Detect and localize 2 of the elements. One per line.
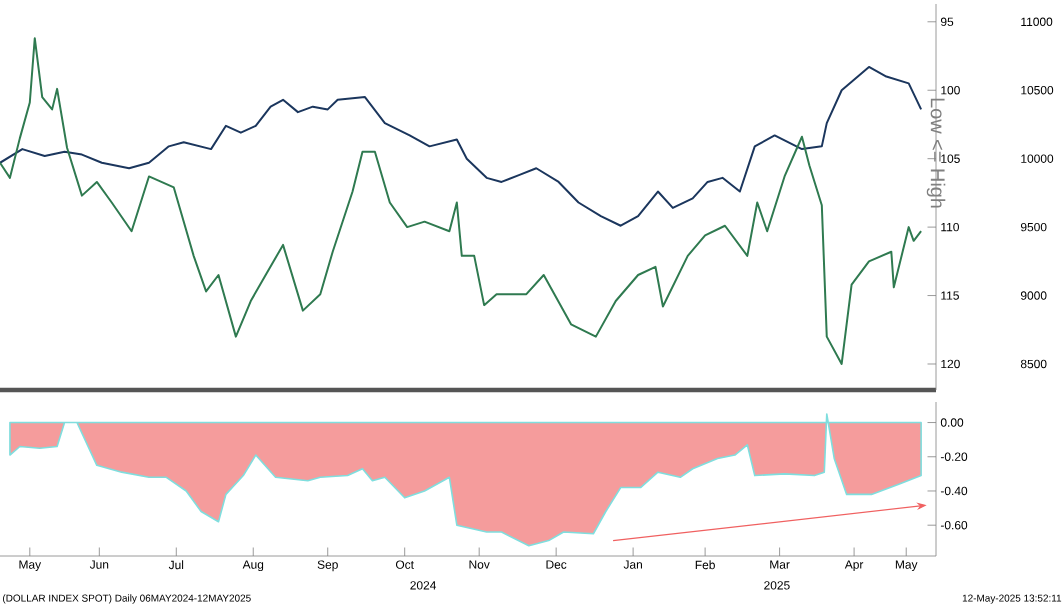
line-series	[0, 65, 923, 227]
line-series	[0, 37, 923, 365]
